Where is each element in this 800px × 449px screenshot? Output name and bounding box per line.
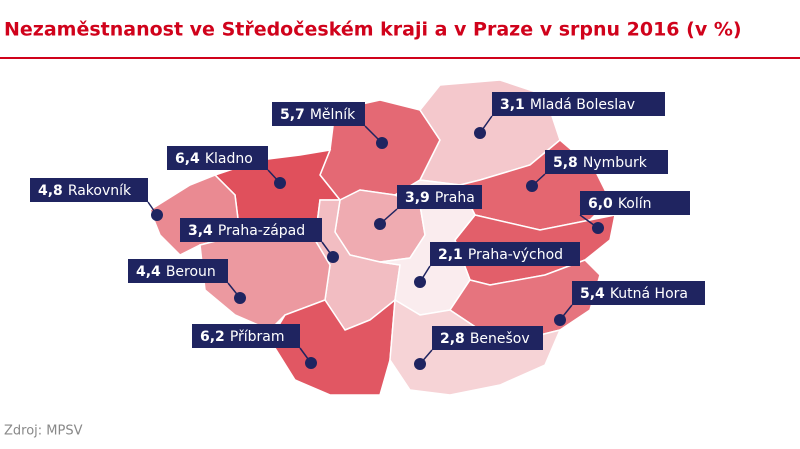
region-value: 6,0	[588, 196, 613, 212]
label-box	[432, 326, 543, 350]
region-dot	[414, 276, 426, 288]
region-name: Praha-západ	[218, 223, 305, 239]
region-name: Příbram	[230, 329, 285, 345]
region-value: 5,7	[280, 107, 305, 123]
region-dot	[274, 177, 286, 189]
region-value: 3,4	[188, 223, 213, 239]
labels: 5,7 Mělník 3,1 Mladá Boleslav 6,4 Kladno 5,8 Ny…	[30, 92, 705, 370]
region-value: 6,4	[175, 151, 200, 167]
region-dot	[474, 127, 486, 139]
region-name: Mladá Boleslav	[530, 97, 635, 113]
region-name: Kutná Hora	[610, 286, 688, 302]
label-box	[272, 102, 365, 126]
label-box	[180, 218, 322, 242]
source: Zdroj: MPSV	[4, 424, 83, 439]
region	[269, 298, 396, 396]
region-name: Nymburk	[583, 155, 648, 171]
region-label: 6,2 Příbram	[200, 329, 285, 345]
region-dot	[592, 222, 604, 234]
label-box	[192, 324, 300, 348]
region-label: 5,4 Kutná Hora	[580, 286, 688, 302]
region-name: Kladno	[205, 151, 253, 167]
region-name: Beroun	[166, 264, 216, 280]
region-dot	[374, 218, 386, 230]
region-dot	[554, 314, 566, 326]
title: Nezaměstnanost ve Středočeském kraji a v…	[4, 19, 742, 41]
region-value: 6,2	[200, 329, 225, 345]
region-value: 3,9	[405, 190, 430, 206]
label-box	[580, 191, 690, 215]
region-value: 5,4	[580, 286, 605, 302]
region-label: 2,8 Benešov	[440, 331, 530, 347]
label-box	[545, 150, 668, 174]
region-dot	[526, 180, 538, 192]
label-box	[572, 281, 705, 305]
region-name: Mělník	[310, 107, 356, 123]
label-box	[30, 178, 148, 202]
region-name: Benešov	[470, 331, 530, 347]
region-dot	[327, 251, 339, 263]
label-box	[167, 146, 268, 170]
region-value: 2,8	[440, 331, 465, 347]
region-value: 4,4	[136, 264, 161, 280]
region-label: 3,1 Mladá Boleslav	[500, 97, 635, 113]
region-value: 5,8	[553, 155, 578, 171]
label-box	[492, 92, 665, 116]
region-label: 6,0 Kolín	[588, 196, 652, 212]
region-value: 3,1	[500, 97, 525, 113]
label-box	[397, 185, 482, 209]
label-box	[430, 242, 580, 266]
region-label: 5,8 Nymburk	[553, 155, 648, 171]
region-label: 4,4 Beroun	[136, 264, 216, 280]
region-label: 3,9 Praha	[405, 190, 475, 206]
region-value: 2,1	[438, 247, 463, 263]
region-dot	[151, 209, 163, 221]
region-dot	[305, 357, 317, 369]
region-label: 3,4 Praha-západ	[188, 223, 305, 239]
region-name: Rakovník	[68, 183, 132, 199]
region-label: 2,1 Praha-východ	[438, 247, 563, 263]
region-label: 4,8 Rakovník	[38, 183, 132, 199]
region-name: Praha	[435, 190, 475, 206]
region-name: Kolín	[618, 196, 652, 212]
region-label: 6,4 Kladno	[175, 151, 253, 167]
region-name: Praha-východ	[468, 247, 563, 263]
region-value: 4,8	[38, 183, 63, 199]
label-box	[128, 259, 228, 283]
region-dot	[376, 137, 388, 149]
region-dot	[234, 292, 246, 304]
region-label: 5,7 Mělník	[280, 107, 356, 123]
region-dot	[414, 358, 426, 370]
